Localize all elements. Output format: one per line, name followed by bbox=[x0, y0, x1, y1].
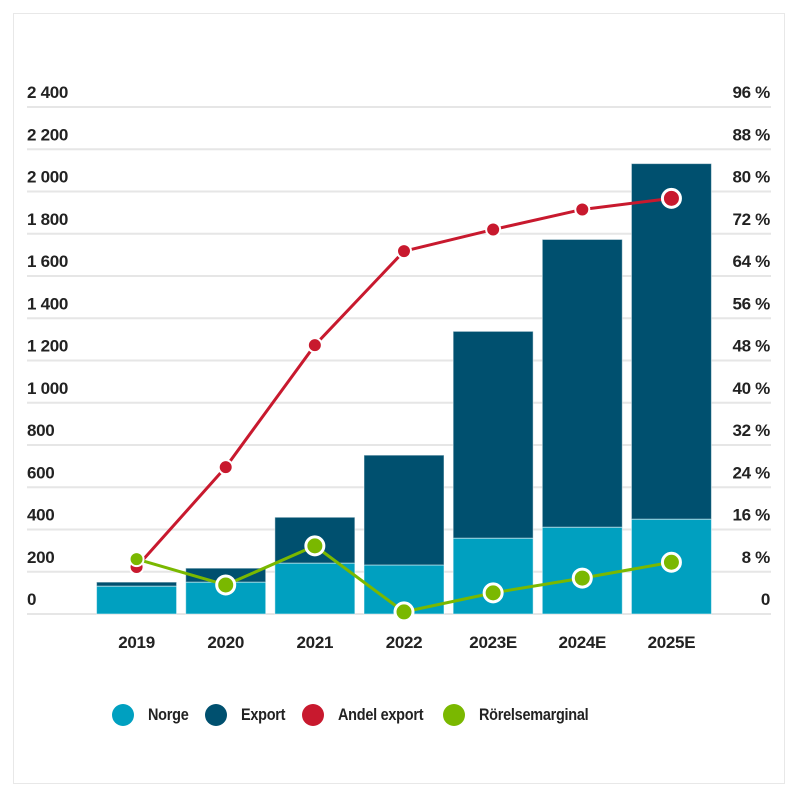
y-tick-label: 1 400 bbox=[27, 294, 68, 313]
y-tick-label: 1 200 bbox=[27, 337, 68, 356]
legend-swatch-export bbox=[205, 704, 227, 726]
x-tick-label: 2022 bbox=[386, 633, 423, 652]
legend-item-norge[interactable]: Norge bbox=[112, 702, 196, 728]
y2-tick-label: 32 % bbox=[732, 421, 770, 440]
bar-export-2023E[interactable] bbox=[452, 330, 534, 539]
point-rorelsemarginal-2021[interactable] bbox=[304, 535, 326, 557]
x-tick-label: 2019 bbox=[118, 633, 155, 652]
point-rorelsemarginal-2022[interactable] bbox=[393, 601, 415, 623]
y-tick-label: 1 800 bbox=[27, 210, 68, 229]
y-tick-label: 1 000 bbox=[27, 379, 68, 398]
lines bbox=[128, 187, 682, 623]
point-rorelsemarginal-2024E[interactable] bbox=[571, 567, 593, 589]
point-andel-export-2023E[interactable] bbox=[485, 221, 502, 238]
y2-tick-label: 88 % bbox=[732, 125, 770, 144]
legend: Norge Export Andel export Rörelsemargina… bbox=[0, 702, 799, 728]
y-tick-label: 2 000 bbox=[27, 168, 68, 187]
bar-norge-2021[interactable] bbox=[274, 562, 356, 615]
y2-tick-label: 64 % bbox=[732, 252, 770, 271]
y2-tick-label: 72 % bbox=[732, 210, 770, 229]
y2-tick-label: 0 bbox=[761, 590, 770, 609]
point-andel-export-2022[interactable] bbox=[396, 243, 412, 260]
bar-export-2022[interactable] bbox=[363, 454, 445, 566]
bar-norge-2019[interactable] bbox=[96, 585, 178, 615]
y2-tick-label: 8 % bbox=[742, 548, 771, 567]
bar-export-2019[interactable] bbox=[96, 581, 178, 587]
bar-export-2025E[interactable] bbox=[630, 163, 712, 520]
legend-swatch-norge bbox=[112, 704, 134, 726]
legend-item-andel-export[interactable]: Andel export bbox=[302, 702, 438, 728]
y-axis-right-ticks: 0 8 % 16 % 24 % 32 % 40 % 48 % 56 % 64 % 72 % 80 %… bbox=[732, 83, 770, 609]
legend-label-andel-export: Andel export bbox=[338, 705, 424, 724]
y-axis-left-ticks: 0 200 400 600 800 1 000 1 200 1 400 1 600 1 800 2 … bbox=[27, 83, 68, 609]
y-tick-label: 200 bbox=[27, 548, 54, 567]
y-tick-label: 600 bbox=[27, 463, 54, 482]
point-andel-export-2025E[interactable] bbox=[660, 187, 682, 209]
x-tick-label: 2020 bbox=[207, 633, 244, 652]
y2-tick-label: 40 % bbox=[732, 379, 770, 398]
y-tick-label: 800 bbox=[27, 421, 54, 440]
y-tick-label: 2 400 bbox=[27, 83, 68, 102]
point-andel-export-2020[interactable] bbox=[217, 459, 234, 476]
point-rorelsemarginal-2023E[interactable] bbox=[482, 582, 504, 604]
y2-tick-label: 16 % bbox=[732, 506, 770, 525]
x-tick-label: 2024E bbox=[558, 633, 606, 652]
y2-tick-label: 24 % bbox=[732, 463, 770, 482]
x-tick-label: 2023E bbox=[469, 633, 517, 652]
y-tick-label: 1 600 bbox=[27, 252, 68, 271]
point-rorelsemarginal-2020[interactable] bbox=[215, 574, 237, 596]
bars bbox=[96, 163, 712, 615]
x-tick-label: 2025E bbox=[648, 633, 696, 652]
y2-tick-label: 48 % bbox=[732, 337, 770, 356]
x-tick-label: 2021 bbox=[297, 633, 334, 652]
legend-label-rorelsemarginal: Rörelsemarginal bbox=[479, 705, 589, 724]
y2-tick-label: 96 % bbox=[732, 83, 770, 102]
y2-tick-label: 56 % bbox=[732, 294, 770, 313]
point-andel-export-2024E[interactable] bbox=[574, 201, 591, 218]
legend-swatch-rorelsemarginal bbox=[443, 704, 465, 726]
legend-item-export[interactable]: Export bbox=[205, 702, 293, 728]
point-rorelsemarginal-2019[interactable] bbox=[128, 551, 145, 568]
y-tick-label: 400 bbox=[27, 506, 54, 525]
legend-swatch-andel-export bbox=[302, 704, 324, 726]
bar-export-2024E[interactable] bbox=[541, 238, 623, 528]
x-axis-ticks: 2019 2020 2021 2022 2023E 2024E 2025E bbox=[118, 633, 695, 652]
legend-label-export: Export bbox=[241, 705, 286, 724]
y-tick-label: 2 200 bbox=[27, 125, 68, 144]
y-tick-label: 0 bbox=[27, 590, 36, 609]
legend-label-norge: Norge bbox=[148, 705, 189, 724]
point-andel-export-2021[interactable] bbox=[306, 337, 323, 354]
y2-tick-label: 80 % bbox=[732, 168, 770, 187]
point-rorelsemarginal-2025E[interactable] bbox=[660, 551, 682, 573]
legend-item-rorelsemarginal[interactable]: Rörelsemarginal bbox=[443, 702, 608, 728]
